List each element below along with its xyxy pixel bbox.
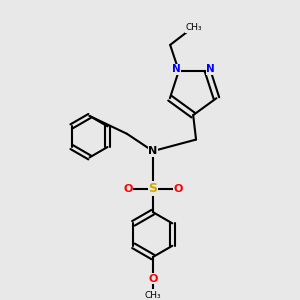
Text: CH₃: CH₃ xyxy=(145,291,161,300)
Text: N: N xyxy=(172,64,180,74)
Text: N: N xyxy=(148,146,158,156)
Text: O: O xyxy=(173,184,183,194)
Text: S: S xyxy=(148,182,158,195)
Text: N: N xyxy=(206,64,215,74)
Text: O: O xyxy=(123,184,133,194)
Text: CH₃: CH₃ xyxy=(186,23,202,32)
Text: O: O xyxy=(148,274,158,284)
